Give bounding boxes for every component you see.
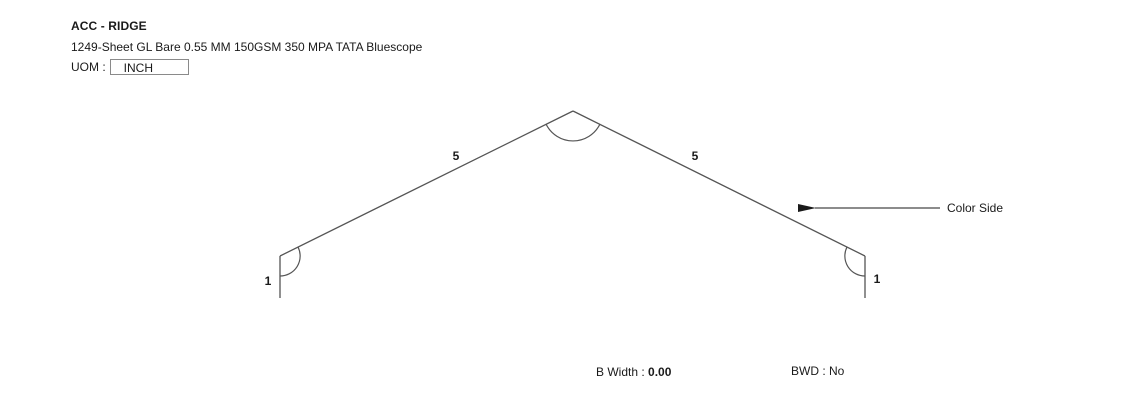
segment-label-right-leg: 1 (874, 272, 881, 286)
segment-label-left-leg: 1 (265, 274, 272, 288)
color-side-label: Color Side (947, 201, 1003, 215)
segment-label-right-slope: 5 (692, 149, 699, 163)
right-corner-angle-arc (844, 246, 866, 277)
uom-row: UOM : INCH (71, 59, 422, 75)
b-width-readout: B Width : 0.00 (596, 364, 671, 380)
left-corner-angle-arc (279, 246, 301, 277)
page-title: ACC - RIDGE (71, 19, 147, 33)
b-width-value: 0.00 (648, 365, 672, 379)
material-description: 1249-Sheet GL Bare 0.55 MM 150GSM 350 MP… (71, 40, 423, 54)
b-width-label: B Width : (596, 365, 645, 379)
apex-angle-arc (545, 123, 601, 142)
segment-label-left-slope: 5 (453, 149, 460, 163)
right-slope-line (572, 110, 866, 257)
left-slope-line (279, 110, 574, 257)
bwd-label: BWD : (791, 364, 826, 378)
header: ACC - RIDGE 1249-Sheet GL Bare 0.55 MM 1… (71, 18, 422, 75)
bwd-value: No (829, 364, 845, 378)
bwd-readout: BWD : No (791, 363, 844, 379)
uom-label: UOM : (71, 60, 106, 74)
uom-field[interactable]: INCH (109, 59, 189, 75)
